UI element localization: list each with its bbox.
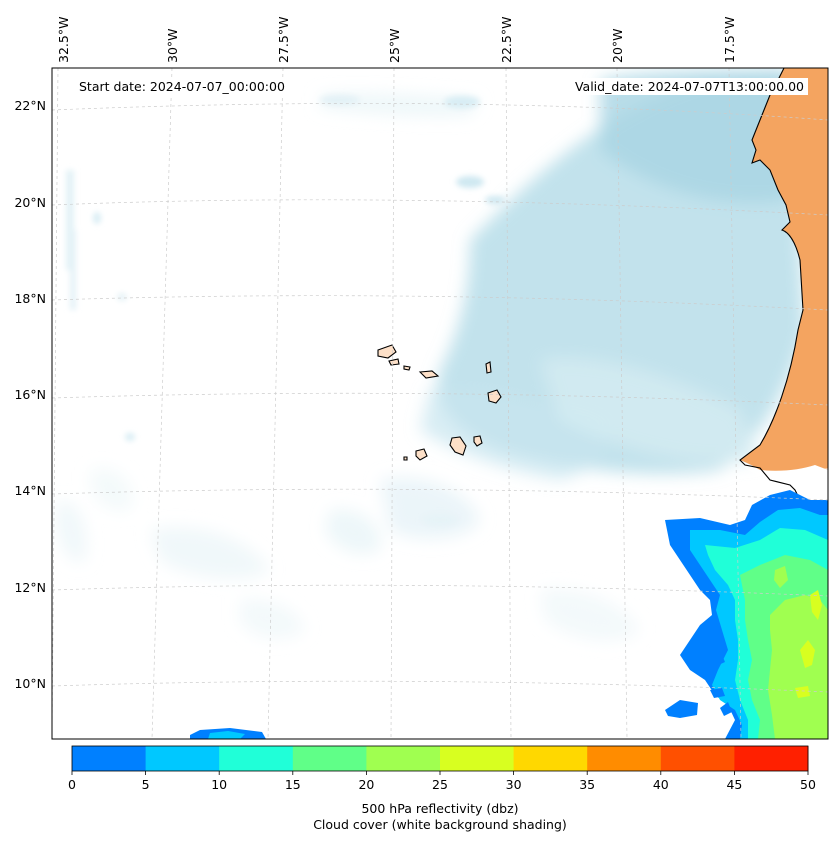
lat-tick-label: 18°N [14, 291, 46, 306]
colorbar-swatch [219, 746, 294, 771]
colorbar-tick-label: 5 [142, 777, 150, 792]
colorbar-swatch [366, 746, 441, 771]
lon-tick-label: 20°W [610, 28, 625, 63]
colorbar-tick-label: 25 [432, 777, 448, 792]
colorbar: 0 5 10 15 20 25 30 35 40 45 50 [68, 745, 816, 792]
colorbar-label: 500 hPa reflectivity (dbz) [361, 801, 519, 816]
colorbar-tick-label: 40 [653, 777, 669, 792]
cape-verde-islands [377, 344, 502, 461]
lat-tick-label: 12°N [14, 580, 46, 595]
start-date-label: Start date: 2024-07-07_00:00:00 [75, 78, 289, 95]
lon-tick-label: 30°W [165, 28, 180, 63]
lat-tick-label: 20°N [14, 195, 46, 210]
colorbar-swatch [292, 746, 367, 771]
colorbar-tick-label: 30 [506, 777, 522, 792]
lat-tick-label: 22°N [14, 98, 46, 113]
lon-tick-label: 17.5°W [722, 17, 737, 63]
longitude-labels: 32.5°W 30°W 27.5°W 25°W 22.5°W 20°W 17.5… [56, 17, 737, 63]
valid-date-label: Valid_date: 2024-07-07T13:00:00.00 [570, 78, 808, 95]
lat-tick-label: 10°N [14, 676, 46, 691]
lat-tick-label: 16°N [14, 387, 46, 402]
colorbar-swatches [72, 746, 809, 771]
lon-tick-label: 32.5°W [56, 17, 71, 63]
colorbar-tick-label: 0 [68, 777, 76, 792]
reflectivity-field [190, 490, 828, 739]
colorbar-tick-label: 35 [579, 777, 595, 792]
lat-tick-label: 14°N [14, 483, 46, 498]
colorbar-tick-label: 20 [358, 777, 374, 792]
colorbar-tick-label: 10 [211, 777, 227, 792]
colorbar-swatch [145, 746, 220, 771]
map-panel [52, 68, 828, 739]
cloud-streaks [66, 95, 505, 526]
colorbar-ticks: 0 5 10 15 20 25 30 35 40 45 50 [68, 771, 816, 792]
colorbar-tick-label: 50 [800, 777, 816, 792]
latitude-labels: 22°N 20°N 18°N 16°N 14°N 12°N 10°N [14, 98, 46, 691]
graticule [52, 68, 828, 739]
colorbar-swatch [513, 746, 588, 771]
colorbar-sublabel: Cloud cover (white background shading) [313, 817, 567, 832]
colorbar-tick-label: 15 [285, 777, 301, 792]
colorbar-swatch [587, 746, 662, 771]
map-frame [51, 67, 829, 740]
colorbar-swatch [660, 746, 735, 771]
lon-tick-label: 25°W [387, 28, 402, 63]
colorbar-swatch [72, 746, 147, 771]
colorbar-tick-label: 45 [726, 777, 742, 792]
lon-tick-label: 27.5°W [276, 17, 291, 63]
colorbar-swatch [734, 746, 809, 771]
colorbar-swatch [440, 746, 515, 771]
cloud-cover-layer [55, 70, 805, 641]
lon-tick-label: 22.5°W [499, 17, 514, 63]
